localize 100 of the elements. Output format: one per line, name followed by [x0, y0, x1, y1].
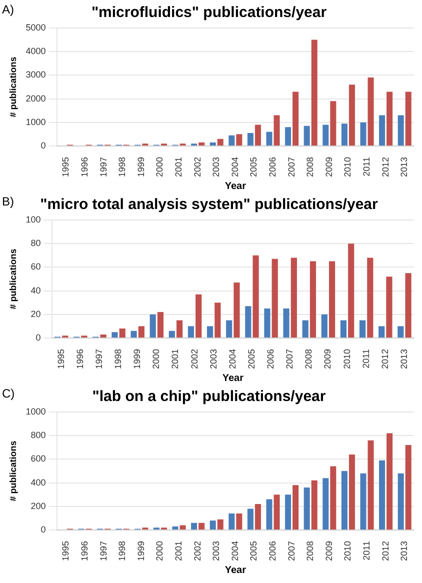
y-tick-label: 1000 [26, 406, 46, 416]
x-tick-label: 2000 [154, 156, 165, 178]
bar [405, 445, 412, 530]
bar [217, 138, 224, 146]
bar [292, 92, 299, 146]
bar [304, 126, 310, 146]
x-tick-label: 1995 [56, 348, 66, 370]
bar [176, 320, 183, 338]
bar [379, 115, 386, 146]
y-tick-label: 80 [30, 238, 41, 248]
x-tick-label: 2013 [399, 156, 410, 178]
bar [348, 244, 354, 338]
x-tick-label: 2005 [246, 348, 256, 370]
y-axis-title: # publications [8, 56, 18, 118]
bar [130, 330, 137, 338]
bar [138, 326, 144, 338]
x-tick-label: 2011 [361, 156, 372, 176]
bar [290, 258, 297, 338]
bar [254, 124, 261, 146]
y-tick-label: 1000 [26, 116, 46, 127]
x-tick-label: 2004 [230, 540, 240, 562]
bar [180, 525, 186, 530]
bar [245, 306, 252, 338]
x-tick-label: 2010 [342, 348, 352, 370]
bar [283, 308, 290, 338]
bar [210, 520, 216, 530]
x-tick-label: 1997 [94, 348, 104, 370]
x-tick-label: 2002 [192, 156, 202, 178]
bar [150, 314, 156, 338]
x-tick-label: 1996 [80, 540, 90, 562]
bar [228, 513, 235, 530]
bar [285, 494, 292, 530]
x-tick-label: 1998 [117, 156, 128, 178]
bar [234, 282, 240, 338]
bar [386, 276, 392, 338]
x-axis-title: Year [224, 564, 246, 576]
bar [236, 134, 242, 146]
x-tick-label: 2004 [227, 348, 238, 370]
bar [254, 504, 261, 530]
bar [360, 122, 366, 146]
x-tick-label: 2013 [399, 540, 410, 562]
x-tick-label: 1997 [98, 156, 108, 178]
x-tick-label: 1999 [132, 348, 142, 370]
y-tick-label: 800 [30, 430, 46, 440]
x-tick-label: 2007 [284, 348, 295, 370]
x-tick-label: 2007 [286, 540, 296, 562]
bar [379, 460, 386, 530]
text: B) [2, 194, 14, 208]
y-tick-label: 3000 [26, 70, 46, 80]
bar [302, 320, 308, 338]
x-tick-label: 1997 [98, 540, 108, 562]
bar [100, 334, 106, 338]
x-tick-label: 2009 [324, 156, 334, 178]
bar [157, 312, 164, 338]
bar [198, 522, 205, 530]
bar [188, 326, 194, 338]
x-tick-label: 2002 [189, 348, 200, 370]
y-tick-label: 400 [30, 477, 46, 488]
bar [398, 326, 404, 338]
x-tick-label: 2002 [192, 540, 202, 562]
bar [247, 508, 254, 530]
y-tick-label: 0 [36, 332, 41, 342]
x-tick-label: 2010 [342, 156, 353, 178]
bar [292, 485, 299, 530]
bar [405, 92, 412, 146]
bar [367, 258, 374, 338]
y-tick-label: 0 [40, 140, 46, 150]
x-tick-label: 2009 [324, 540, 334, 562]
bar [398, 473, 404, 530]
x-tick-label: 1999 [136, 156, 146, 178]
bar [191, 522, 198, 530]
x-tick-label: 1996 [80, 156, 90, 178]
bar [214, 302, 221, 338]
bar [311, 480, 318, 530]
y-tick-label: 100 [26, 214, 41, 224]
bar [341, 124, 348, 146]
bar [285, 127, 292, 146]
bar [360, 473, 366, 530]
x-axis-title: Year [222, 372, 244, 384]
bar [386, 92, 393, 146]
bar [405, 273, 412, 338]
x-tick-label: 2005 [248, 540, 259, 562]
chart-title: "micro total analysis system" publications/year [40, 196, 378, 214]
x-tick-label: 1998 [117, 540, 128, 562]
bar [328, 261, 336, 338]
x-tick-label: 2003 [211, 156, 222, 178]
x-tick-label: 2006 [267, 156, 278, 178]
x-tick-label: 1998 [113, 348, 124, 370]
bar [228, 135, 235, 146]
bar [311, 40, 318, 146]
y-tick-label: 600 [30, 454, 46, 464]
y-tick-label: 5000 [26, 22, 46, 32]
x-tick-label: 2000 [151, 348, 162, 370]
bar [252, 255, 259, 338]
bar [247, 133, 254, 146]
x-tick-label: 2003 [208, 348, 218, 370]
y-tick-label: 20 [30, 308, 41, 319]
bar [398, 115, 404, 146]
x-tick-label: 1996 [74, 348, 85, 370]
x-tick-label: 2000 [154, 540, 165, 562]
